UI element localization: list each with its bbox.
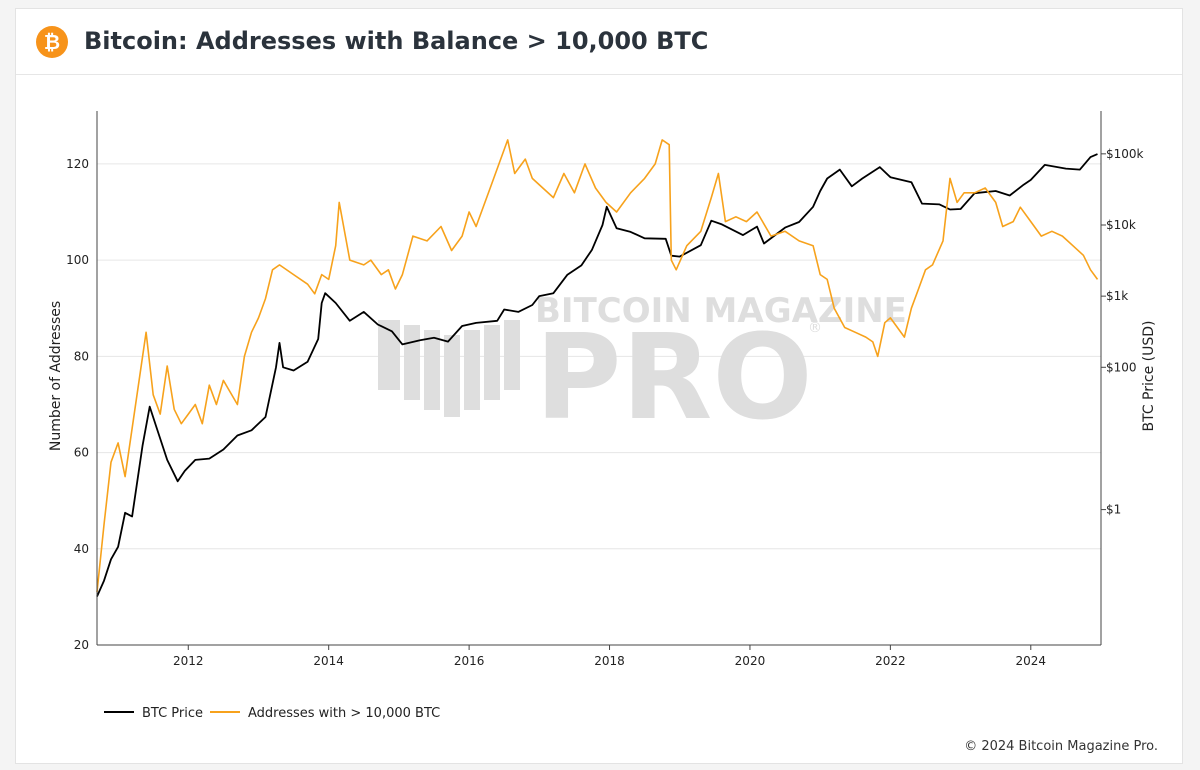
bitcoin-logo-icon: ₿ [36,26,68,58]
legend-label: BTC Price [142,706,203,721]
y-right-tick-label: $100k [1106,147,1144,161]
watermark-registered: ® [808,320,822,336]
watermark-line1: BITCOIN MAGAZINE [535,291,907,331]
watermark: BITCOIN MAGAZINE PRO ® [378,291,907,446]
y-right-tick-label: $100 [1106,360,1137,374]
watermark-flag-icon [378,320,520,417]
x-tick-label: 2012 [173,654,204,668]
y-right-tick-label: $1k [1106,289,1128,303]
page-title: Bitcoin: Addresses with Balance > 10,000… [84,27,709,55]
y-left-tick-label: 20 [74,638,89,652]
y-axis-right-title: BTC Price (USD) [1141,320,1157,431]
copyright-notice: © 2024 Bitcoin Magazine Pro. [964,739,1158,754]
x-tick-label: 2016 [454,654,485,668]
chart-header: ₿ Bitcoin: Addresses with Balance > 10,0… [16,9,1182,75]
y-left-tick-label: 80 [74,349,89,363]
y-right-tick-label: $10k [1106,218,1136,232]
legend-label: Addresses with > 10,000 BTC [248,706,440,721]
y-left-tick-label: 60 [74,446,89,460]
x-tick-label: 2014 [313,654,344,668]
series-line-btc-price [96,153,1098,597]
legend: BTC Price Addresses with > 10,000 BTC [104,706,440,721]
y-right-tick-label: $1 [1106,503,1121,517]
x-tick-label: 2018 [594,654,625,668]
axes: 20 40 60 80 100 120 $1 $100 $1k $10k $100k 2012 2014… [66,111,1144,668]
y-left-tick-label: 100 [66,253,89,267]
watermark-line2: PRO [535,308,813,446]
x-tick-label: 2022 [875,654,906,668]
y-axis-left-title: Number of Addresses [48,301,64,451]
x-tick-label: 2024 [1016,654,1047,668]
y-left-tick-label: 120 [66,157,89,171]
series-layer [96,139,1099,597]
y-left-tick-label: 40 [74,542,89,556]
series-line-addresses [96,139,1099,593]
x-tick-label: 2020 [735,654,766,668]
